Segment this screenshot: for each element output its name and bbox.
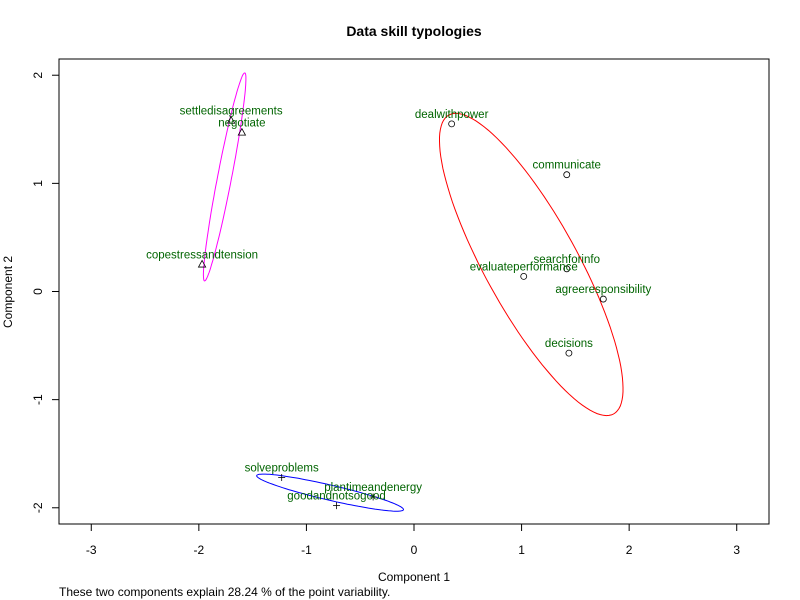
point-agreeresponsibility	[599, 295, 607, 303]
cluster-2-ellipse	[256, 473, 404, 512]
label-solveproblems: solveproblems	[245, 463, 319, 475]
point-dealwithpower	[448, 120, 456, 128]
x-tick-label: 0	[411, 543, 418, 557]
x-axis: -3 -2 -1 0 1 2 3	[86, 524, 740, 557]
plot-frame	[58, 58, 770, 525]
y-tick-label: 1	[31, 180, 45, 187]
x-axis-label: Component 1	[378, 570, 450, 584]
label-settledisagreements: settledisagreements	[180, 106, 283, 118]
cluster-3-ellipse	[202, 72, 247, 282]
chart-title: Data skill typologies	[346, 23, 482, 39]
y-tick-label: 0	[31, 288, 45, 295]
point-communicate	[563, 171, 571, 179]
point-evaluateperformance	[520, 272, 528, 280]
variability-footnote: These two components explain 28.24 % of …	[59, 585, 390, 599]
label-plantimeandenergy: plantimeandenergy	[324, 482, 422, 494]
point-labels: dealwithpower communicate searchforinfoeva…	[146, 106, 651, 503]
label-searchforinfo: searchforinfo	[534, 254, 600, 266]
y-tick-label: 2	[31, 72, 45, 79]
x-tick-label: 3	[733, 543, 740, 557]
point-settledisagreements	[226, 115, 236, 124]
point-negotiate	[237, 127, 247, 136]
label-decisions: decisions	[545, 338, 593, 350]
point-decisions	[565, 349, 573, 357]
x-tick-label: -3	[86, 543, 97, 557]
y-tick-label: -1	[31, 394, 45, 405]
x-tick-label: 2	[626, 543, 633, 557]
point-plantimeandenergy	[369, 493, 377, 501]
label-goodandnotsogood: goodandnotsogood	[287, 491, 386, 503]
y-axis-label: Component 2	[1, 256, 15, 328]
x-tick-label: 1	[518, 543, 525, 557]
label-copestressandtension: copestressandtension	[146, 249, 258, 261]
label-agreeresponsibility: agreeresponsibility	[555, 284, 651, 296]
label-evaluateperformance: evaluateperformance	[470, 261, 578, 273]
cluster-1-ellipse	[439, 112, 624, 417]
label-dealwithpower: dealwithpower	[415, 109, 489, 121]
point-goodandnotsogood	[333, 502, 341, 510]
cluster-ellipses	[202, 72, 624, 512]
point-copestressandtension	[197, 259, 207, 268]
x-tick-label: -1	[301, 543, 312, 557]
point-solveproblems	[278, 474, 286, 481]
x-tick-label: -2	[194, 543, 205, 557]
label-negotiate: negotiate	[218, 118, 265, 130]
y-axis: -2 -1 0 1 2	[31, 72, 59, 513]
label-communicate: communicate	[533, 160, 601, 172]
data-points	[197, 115, 607, 510]
y-tick-label: -2	[31, 502, 45, 513]
point-searchforinfo	[563, 265, 571, 273]
